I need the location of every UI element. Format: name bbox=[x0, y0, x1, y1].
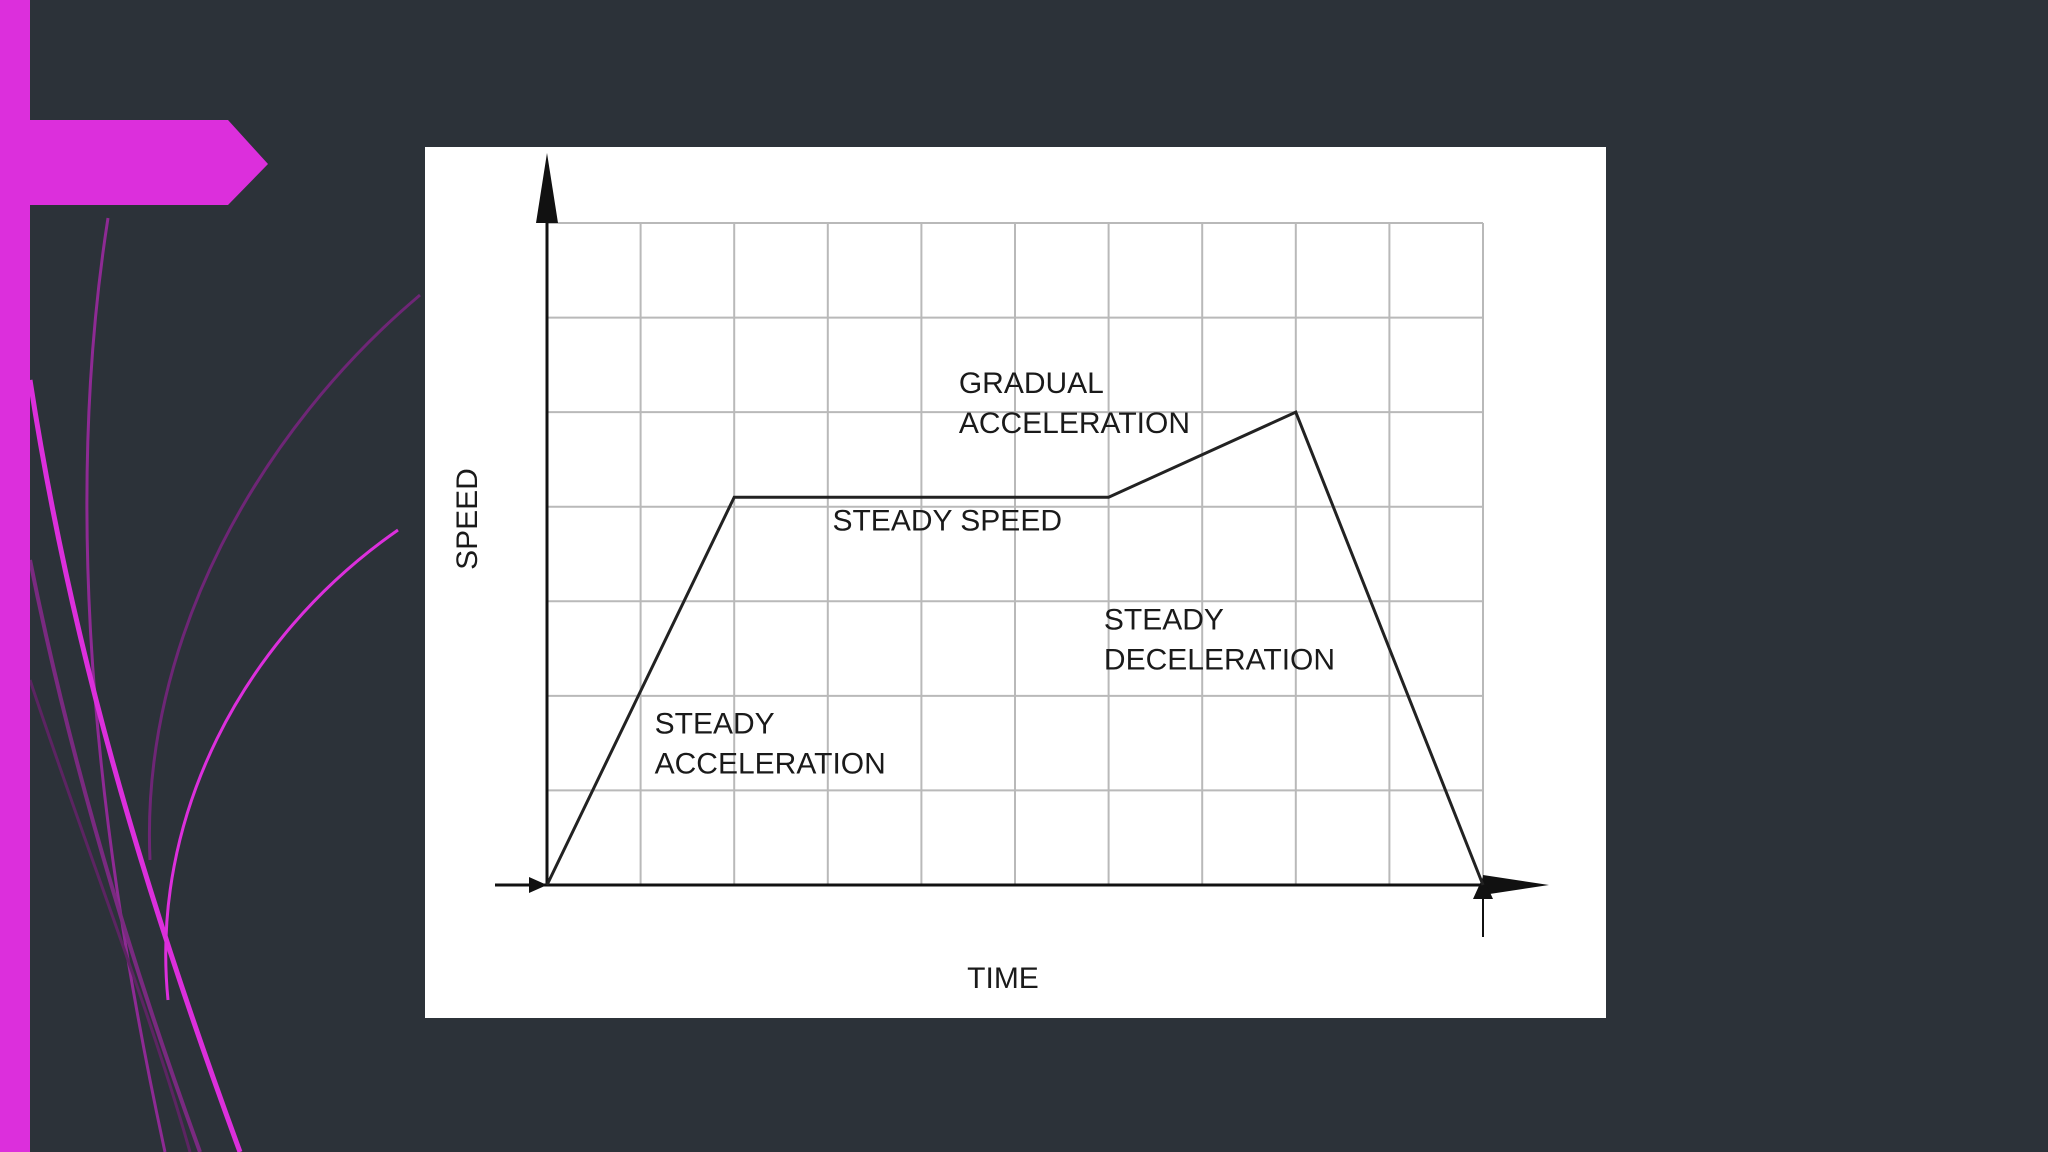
chart-annotation: STEADY SPEED bbox=[832, 504, 1062, 537]
accent-bar bbox=[0, 0, 30, 1152]
chart-annotation: GRADUAL ACCELERATION bbox=[959, 367, 1190, 440]
origin-arrow-marker bbox=[529, 877, 547, 893]
chart-annotation: STEADY ACCELERATION bbox=[655, 708, 886, 781]
y-axis-arrowhead bbox=[536, 153, 558, 223]
chart-panel: TIME SPEED STEADY ACCELERATION STEADY SPEED G… bbox=[425, 147, 1606, 1018]
title-arrow-shape bbox=[30, 120, 268, 205]
end-arrow-marker bbox=[1473, 877, 1493, 899]
y-axis-label: SPEED bbox=[451, 468, 484, 570]
decorative-curves bbox=[27, 217, 421, 1152]
x-axis-arrowhead bbox=[1483, 875, 1549, 895]
speed-time-chart: TIME SPEED STEADY ACCELERATION STEADY SPEED G… bbox=[451, 153, 1549, 995]
x-axis-label: TIME bbox=[967, 962, 1039, 995]
chart-annotation: STEADY DECELERATION bbox=[1104, 604, 1335, 677]
